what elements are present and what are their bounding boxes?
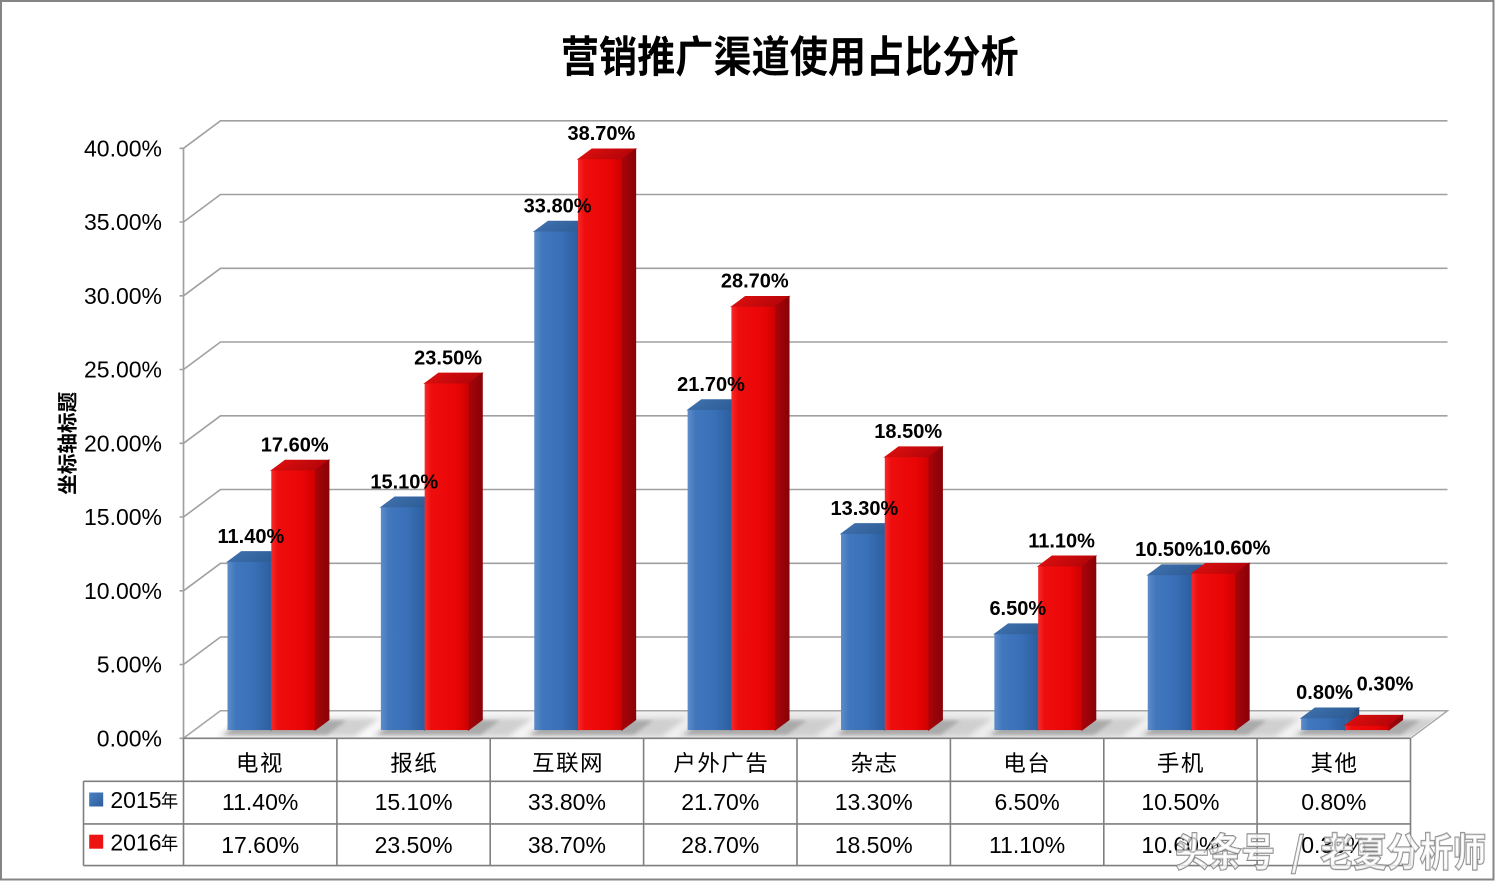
- svg-text:21.70%: 21.70%: [677, 374, 745, 396]
- svg-text:11.10%: 11.10%: [989, 832, 1065, 858]
- svg-text:5.00%: 5.00%: [97, 652, 162, 678]
- svg-text:35.00%: 35.00%: [84, 209, 162, 235]
- svg-text:33.80%: 33.80%: [524, 196, 592, 218]
- svg-text:38.70%: 38.70%: [528, 832, 606, 858]
- svg-text:0.00%: 0.00%: [97, 725, 162, 751]
- svg-text:10.00%: 10.00%: [84, 578, 162, 604]
- svg-text:40.00%: 40.00%: [84, 135, 162, 161]
- svg-text:17.60%: 17.60%: [261, 434, 329, 456]
- svg-text:13.30%: 13.30%: [830, 498, 898, 520]
- svg-text:18.50%: 18.50%: [874, 421, 942, 443]
- svg-text:10.50%: 10.50%: [1141, 789, 1219, 815]
- svg-text:30.00%: 30.00%: [84, 283, 162, 309]
- svg-text:2015: 2015: [110, 787, 161, 813]
- svg-text:0.30%: 0.30%: [1357, 674, 1414, 696]
- svg-text:11.40%: 11.40%: [222, 789, 298, 815]
- svg-text:15.10%: 15.10%: [370, 471, 438, 493]
- svg-text:18.50%: 18.50%: [835, 832, 913, 858]
- svg-text:25.00%: 25.00%: [84, 357, 162, 383]
- svg-text:11.10%: 11.10%: [1028, 530, 1095, 552]
- svg-text:23.50%: 23.50%: [414, 347, 482, 369]
- svg-text:28.70%: 28.70%: [681, 832, 759, 858]
- svg-text:15.00%: 15.00%: [84, 504, 162, 530]
- svg-text:6.50%: 6.50%: [994, 789, 1059, 815]
- svg-text:11.40%: 11.40%: [218, 526, 285, 548]
- svg-text:10.50%: 10.50%: [1135, 539, 1203, 561]
- svg-text:0.80%: 0.80%: [1296, 682, 1353, 704]
- svg-text:17.60%: 17.60%: [221, 832, 299, 858]
- svg-text:0.80%: 0.80%: [1301, 789, 1366, 815]
- svg-text:28.70%: 28.70%: [721, 271, 789, 293]
- svg-text:20.00%: 20.00%: [84, 430, 162, 456]
- svg-text:13.30%: 13.30%: [835, 789, 913, 815]
- svg-text:2016: 2016: [110, 829, 161, 855]
- svg-text:6.50%: 6.50%: [989, 598, 1046, 620]
- svg-text:10.60%: 10.60%: [1203, 538, 1271, 560]
- svg-text:33.80%: 33.80%: [528, 789, 606, 815]
- svg-text:21.70%: 21.70%: [681, 789, 759, 815]
- svg-text:38.70%: 38.70%: [567, 123, 635, 145]
- svg-text:15.10%: 15.10%: [375, 789, 453, 815]
- svg-text:23.50%: 23.50%: [375, 832, 453, 858]
